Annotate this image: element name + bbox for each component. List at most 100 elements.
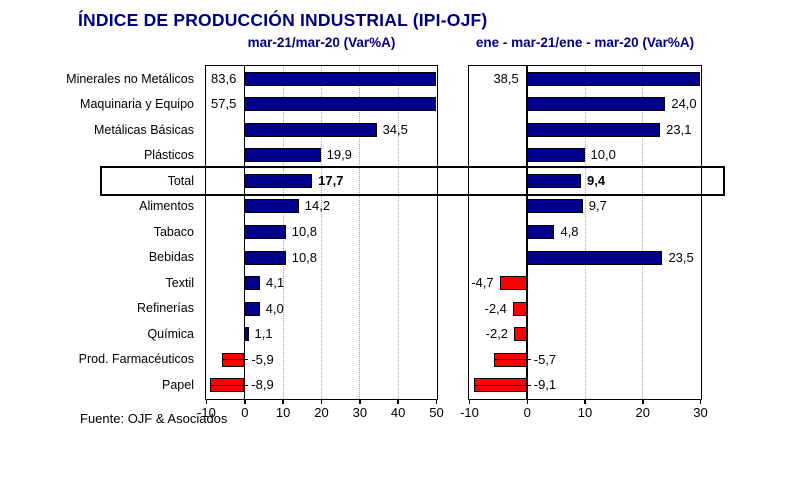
category-label: Total <box>167 173 194 188</box>
label-leader-line <box>221 359 249 361</box>
bar <box>244 276 261 291</box>
right-x-axis: -10 0 10 20 30 <box>460 400 708 426</box>
value-label: -2,4 <box>484 300 507 316</box>
axis-tick-label: 20 <box>635 405 650 420</box>
value-label: -5,7 <box>533 351 557 367</box>
axis-tick-label: 10 <box>275 405 291 420</box>
bar <box>499 276 527 291</box>
value-label: 10,8 <box>291 224 318 239</box>
category-label: Refinerías <box>137 301 194 316</box>
right-chart-subtitle: ene - mar-21/ene - mar-20 (Var%A) <box>475 35 695 50</box>
gridline <box>397 66 399 399</box>
axis-tick-mark <box>699 400 702 404</box>
bar <box>244 71 436 86</box>
axis-tick-mark <box>584 400 586 404</box>
axis-tick-mark <box>244 400 246 404</box>
category-label: Plásticos <box>143 148 194 163</box>
axis-tick-label: -10 <box>460 405 479 420</box>
axis-tick-mark <box>205 400 208 404</box>
axis-tick-label: 20 <box>314 405 329 420</box>
value-label: 24,0 <box>671 96 697 112</box>
label-leader-line <box>474 384 531 386</box>
value-label: -4,7 <box>471 275 494 291</box>
bar <box>244 148 321 163</box>
axis-tick-label: 0 <box>241 405 249 420</box>
value-label: 23,5 <box>668 249 694 265</box>
axis-tick-mark <box>642 400 644 404</box>
axis-tick-mark <box>526 400 528 404</box>
bar <box>244 250 286 265</box>
value-label: 1,1 <box>254 326 273 342</box>
axis-tick-mark <box>359 400 361 404</box>
category-label: Alimentos <box>139 199 194 214</box>
bar <box>512 301 527 316</box>
bar <box>526 199 583 214</box>
value-label: 4,1 <box>266 275 285 291</box>
value-label: 10,0 <box>590 147 616 163</box>
bar <box>244 97 436 112</box>
category-label: Minerales no Metálicos <box>66 71 194 86</box>
source-note: Fuente: OJF & Asociados <box>80 411 228 426</box>
category-label: Papel <box>162 377 194 392</box>
left-bar-chart-plot: 83,6 57,5 34,5 19,9 17,7 14,2 10,8 10,8 4,1 4,0 1,… <box>205 65 438 400</box>
axis-tick-mark <box>320 400 323 404</box>
value-label: 10,8 <box>291 249 318 265</box>
axis-tick-label: 30 <box>352 405 368 420</box>
label-leader-line <box>493 359 531 361</box>
value-label: 38,5 <box>493 70 519 86</box>
category-label: Química <box>147 326 194 341</box>
category-label: Prod. Farmacéuticos <box>78 352 194 367</box>
gridline <box>321 66 322 399</box>
value-label: 17,7 <box>318 172 344 188</box>
bar <box>526 225 555 239</box>
left-x-axis: -10 0 10 20 30 40 50 <box>197 400 444 426</box>
page-title: ÍNDICE DE PRODUCCIÓN INDUSTRIAL (IPI-OJF… <box>78 10 488 30</box>
axis-tick-mark <box>468 400 471 404</box>
axis-tick-mark <box>435 400 438 404</box>
category-axis-labels: Minerales no Metálicos Maquinaria y Equip… <box>0 65 194 400</box>
bar <box>244 225 286 239</box>
value-label: 4,8 <box>560 224 579 239</box>
category-label: Tabaco <box>153 224 194 239</box>
axis-tick-mark <box>397 400 399 404</box>
value-label: -8,9 <box>251 377 274 393</box>
gridline <box>584 66 586 399</box>
gridline <box>642 66 644 399</box>
value-label: -5,9 <box>251 351 274 367</box>
bar <box>244 199 299 214</box>
axis-tick-label: 0 <box>523 405 531 420</box>
label-leader-line <box>210 384 249 386</box>
value-label: 57,5 <box>211 96 237 112</box>
axis-tick-label: 10 <box>577 405 593 420</box>
bar <box>526 250 663 265</box>
axis-tick-label: -10 <box>197 405 216 420</box>
axis-tick-label: 40 <box>390 405 406 420</box>
axis-tick-label: 30 <box>693 405 708 420</box>
category-label: Metálicas Básicas <box>93 122 194 137</box>
value-label: 34,5 <box>382 121 408 137</box>
bar <box>526 148 585 163</box>
value-label: 83,6 <box>211 70 237 86</box>
category-label: Maquinaria y Equipo <box>80 97 194 112</box>
bar <box>514 327 527 342</box>
right-bar-chart-plot: 38,5 24,0 23,1 10,0 9,4 9,7 4,8 23,5 -4,7 -2,4 -2,… <box>468 65 702 400</box>
value-label: 14,2 <box>304 198 331 214</box>
axis-tick-mark <box>282 400 284 404</box>
bar <box>244 173 313 188</box>
bar <box>526 97 666 112</box>
value-label: 23,1 <box>666 121 692 137</box>
value-label: 9,4 <box>587 172 606 188</box>
value-label: -9,1 <box>533 377 557 393</box>
bar <box>244 122 377 137</box>
bar <box>526 71 700 86</box>
bar <box>244 327 249 342</box>
bar <box>526 173 582 188</box>
bar <box>244 301 260 316</box>
value-label: 9,7 <box>588 198 607 214</box>
category-label: Bebidas <box>148 250 194 265</box>
value-label: 19,9 <box>326 147 352 163</box>
left-chart-subtitle: mar-21/mar-20 (Var%A) <box>247 35 396 50</box>
value-label: 4,0 <box>265 300 284 316</box>
gridline <box>359 66 361 399</box>
